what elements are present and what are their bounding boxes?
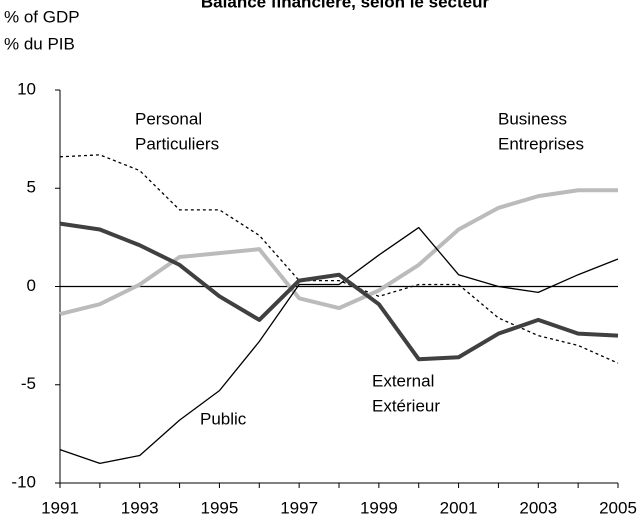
series-line: [59, 188, 618, 316]
series-label: Public: [200, 409, 247, 428]
x-tick-label: 1991: [41, 498, 79, 517]
series-label: Business: [498, 109, 567, 128]
series-label: Extérieur: [372, 396, 440, 415]
x-tick-label: 1993: [121, 498, 159, 517]
y-tick-label: 0: [27, 276, 36, 295]
series-label: External: [372, 371, 434, 390]
x-tick-label: 1995: [201, 498, 239, 517]
y-tick-label: 5: [27, 178, 36, 197]
series-line: [59, 154, 619, 364]
y-axis-label: % du PIB: [4, 34, 75, 53]
y-tick-label: -5: [21, 374, 36, 393]
x-tick-label: 2001: [440, 498, 478, 517]
y-axis-label: % of GDP: [4, 7, 80, 26]
series-label: Personal: [135, 109, 202, 128]
y-tick-label: 10: [17, 79, 36, 98]
x-tick-label: 2003: [519, 498, 557, 517]
chart-title: Balance financière, selon le secteur: [201, 0, 490, 11]
series-line: [59, 226, 619, 464]
x-tick-label: 2005: [599, 498, 637, 517]
x-tick-label: 1999: [360, 498, 398, 517]
series-line: [59, 221, 619, 362]
series-label: Entreprises: [498, 134, 584, 153]
series-label: Particuliers: [135, 134, 219, 153]
y-tick-label: -10: [11, 472, 36, 491]
x-tick-label: 1997: [280, 498, 318, 517]
